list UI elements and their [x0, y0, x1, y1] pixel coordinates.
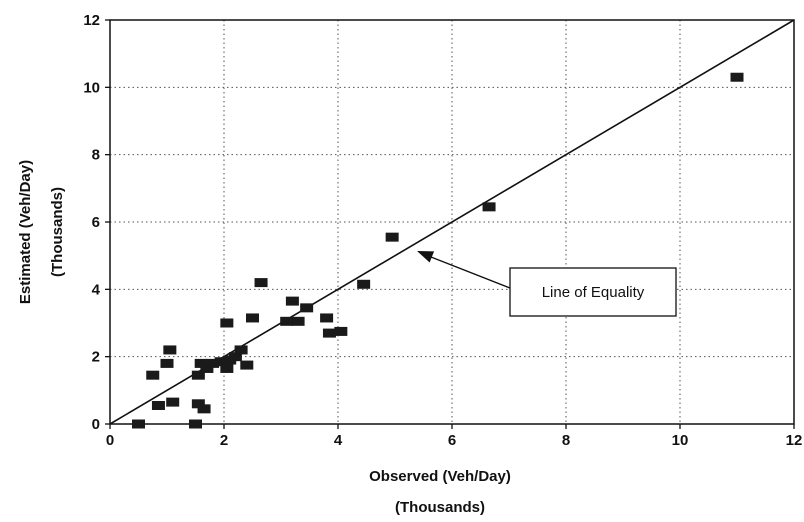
data-point: [220, 363, 234, 373]
y-tick-label: 4: [92, 281, 101, 298]
x-axis-unit-label: (Thousands): [395, 499, 485, 516]
data-point: [166, 397, 180, 407]
data-point: [191, 370, 205, 380]
equality-annotation: Line of Equality: [417, 251, 677, 317]
data-point: [194, 358, 208, 368]
data-point: [254, 278, 268, 288]
data-point: [200, 363, 214, 373]
annotation-arrowhead: [417, 251, 435, 263]
data-point: [189, 419, 202, 429]
data-point: [240, 360, 254, 370]
data-point: [246, 313, 259, 323]
x-tick-label: 8: [562, 432, 570, 449]
data-point: [291, 316, 305, 326]
y-tick-label: 10: [83, 79, 100, 96]
data-point: [160, 358, 174, 368]
x-tick-label: 0: [106, 432, 114, 449]
data-point: [320, 313, 334, 323]
x-tick-label: 12: [786, 432, 803, 449]
y-axis-ticks: 0 2 4 6 8 10 12: [83, 12, 110, 433]
x-axis-ticks: 0 2 4 6 8 10 12: [106, 424, 803, 449]
data-point: [357, 279, 371, 289]
x-tick-label: 4: [334, 432, 343, 449]
annotation-arrow: [430, 256, 511, 289]
data-point: [146, 370, 160, 380]
data-point: [132, 419, 145, 429]
x-axis-label: Observed (Veh/Day): [369, 468, 511, 485]
y-tick-label: 6: [92, 214, 100, 231]
data-points: [132, 72, 744, 429]
data-point: [300, 303, 314, 313]
data-point: [197, 404, 211, 414]
x-tick-label: 10: [672, 432, 689, 449]
x-tick-label: 6: [448, 432, 456, 449]
annotation-box: [509, 267, 677, 317]
data-point: [234, 345, 248, 355]
annotation-label: Line of Equality: [542, 284, 645, 301]
data-point: [322, 328, 336, 338]
data-point: [214, 357, 228, 367]
data-point: [228, 352, 242, 362]
data-point: [220, 318, 234, 328]
y-tick-label: 0: [92, 416, 100, 433]
y-tick-label: 2: [92, 349, 100, 366]
data-point: [385, 232, 399, 242]
y-axis-unit-label: (Thousands): [49, 187, 66, 277]
data-point: [163, 345, 177, 355]
data-point: [151, 400, 165, 410]
data-point: [482, 202, 496, 212]
data-point: [334, 326, 348, 336]
data-point: [730, 72, 744, 82]
y-tick-label: 8: [92, 147, 100, 164]
data-point: [285, 296, 299, 306]
y-tick-label: 12: [83, 12, 100, 29]
y-axis-label: Estimated (Veh/Day): [17, 160, 34, 304]
x-tick-label: 2: [220, 432, 228, 449]
data-point: [206, 358, 220, 368]
data-point: [280, 316, 294, 326]
data-point: [191, 399, 205, 409]
